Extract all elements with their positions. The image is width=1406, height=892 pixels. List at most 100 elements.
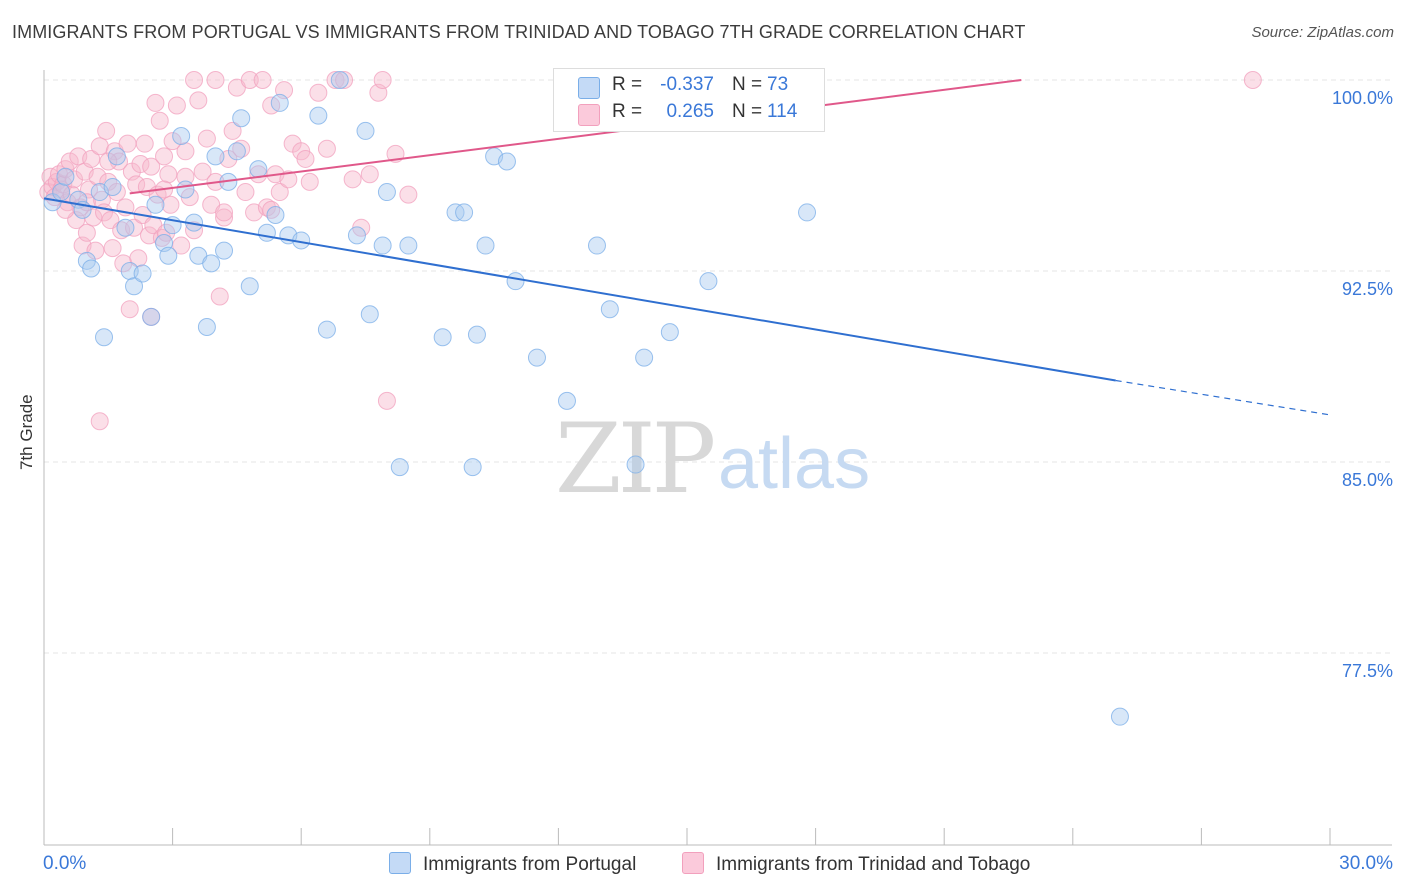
legend-n-label: N = (732, 74, 763, 95)
portugal-point (557, 391, 576, 410)
portugal-point (600, 300, 619, 319)
grid-lines (44, 79, 1392, 654)
portugal-point (373, 236, 392, 255)
portugal-point (206, 147, 225, 166)
trinidad-point (97, 121, 116, 140)
legend-n-value-portugal: 73 (767, 74, 789, 95)
portugal-trend-line (43, 197, 1116, 382)
portugal-point (347, 226, 366, 245)
watermark-atlas: atlas (718, 424, 870, 504)
x-tick-label-max: 30.0% (1339, 853, 1393, 874)
portugal-point (103, 177, 122, 196)
legend-label-trinidad: Immigrants from Trinidad and Tobago (716, 854, 1031, 875)
portugal-point (56, 167, 75, 186)
trinidad-point (206, 71, 225, 89)
trinidad-point (279, 170, 298, 189)
legend-swatch-portugal (389, 852, 411, 874)
trinidad-point (197, 129, 216, 148)
watermark: ZIP atlas (555, 403, 870, 515)
portugal-trend-extension (1115, 379, 1331, 416)
portugal-point (82, 259, 101, 278)
y-tick-label: 85.0% (1342, 470, 1393, 490)
legend-swatch-trinidad (578, 104, 600, 126)
trinidad-point (317, 139, 336, 158)
portugal-point (142, 307, 161, 326)
portugal-point (52, 183, 71, 202)
legend-label-portugal: Immigrants from Portugal (423, 854, 637, 875)
trinidad-point (377, 391, 396, 410)
portugal-point (270, 93, 289, 112)
trinidad-point (90, 412, 109, 431)
portugal-point (176, 180, 195, 199)
portugal-point (463, 458, 482, 477)
legend-n-value-trinidad: 114 (767, 101, 798, 122)
trinidad-point (161, 195, 180, 214)
trinidad-point (215, 203, 234, 222)
portugal-point (116, 218, 135, 237)
portugal-point (146, 195, 165, 214)
trinidad-point (146, 93, 165, 112)
portugal-point (107, 147, 126, 166)
legend-item-portugal: Immigrants from Portugal (389, 852, 636, 876)
trinidad-point (236, 183, 255, 202)
portugal-point (433, 328, 452, 347)
portugal-point (699, 272, 718, 291)
portugal-point (227, 142, 246, 161)
portugal-point (626, 455, 645, 474)
trend-lines (43, 79, 1331, 416)
portugal-point (360, 305, 379, 324)
portugal-point (497, 152, 516, 171)
trinidad-point (215, 208, 234, 227)
portugal-point (215, 241, 234, 260)
trinidad-point (185, 71, 204, 89)
portugal-point (133, 264, 152, 283)
trinidad-point (167, 96, 186, 115)
trinidad-point (77, 223, 96, 242)
trinidad-points (39, 71, 1262, 431)
portugal-point (330, 71, 349, 89)
trinidad-point (131, 155, 150, 174)
y-tick-label: 77.5% (1342, 661, 1393, 681)
portugal-point (455, 203, 474, 222)
trinidad-point (335, 71, 354, 89)
trinidad-point (103, 239, 122, 258)
portugal-point (506, 272, 525, 291)
portugal-point (202, 254, 221, 273)
y-tick-labels: 100.0% 92.5% 85.0% 77.5% (1332, 88, 1393, 681)
portugal-point (587, 236, 606, 255)
portugal-point (125, 277, 144, 296)
portugal-point (399, 236, 418, 255)
trinidad-point (399, 185, 418, 204)
portugal-point (95, 328, 114, 347)
portugal-point (172, 127, 191, 146)
trinidad-point (155, 147, 174, 166)
legend-swatch-portugal (578, 77, 600, 99)
trinidad-point (296, 149, 315, 168)
trinidad-point (300, 172, 319, 191)
trinidad-point (309, 83, 328, 102)
stats-legend: R = -0.337 N = 73 R = 0.265 N = 114 (553, 68, 825, 132)
portugal-point (527, 348, 546, 367)
portugal-point (249, 160, 268, 179)
portugal-point (266, 205, 285, 224)
portugal-point (356, 121, 375, 140)
legend-r-value-portugal: -0.337 (660, 74, 714, 95)
trinidad-point (142, 157, 161, 176)
portugal-point (377, 183, 396, 202)
trinidad-point (1243, 71, 1262, 89)
trinidad-point (99, 152, 118, 171)
chart-title: IMMIGRANTS FROM PORTUGAL VS IMMIGRANTS F… (12, 22, 1026, 42)
portugal-point (635, 348, 654, 367)
trinidad-point (88, 167, 107, 186)
trinidad-point (150, 111, 169, 130)
y-tick-label: 92.5% (1342, 279, 1393, 299)
trinidad-point (373, 71, 392, 89)
portugal-point (317, 320, 336, 339)
trinidad-point (84, 208, 103, 227)
trinidad-point (135, 134, 154, 153)
portugal-point (309, 106, 328, 125)
trinidad-point (253, 71, 272, 89)
x-tick-label-min: 0.0% (43, 853, 87, 874)
watermark-zip: ZIP (555, 403, 714, 515)
